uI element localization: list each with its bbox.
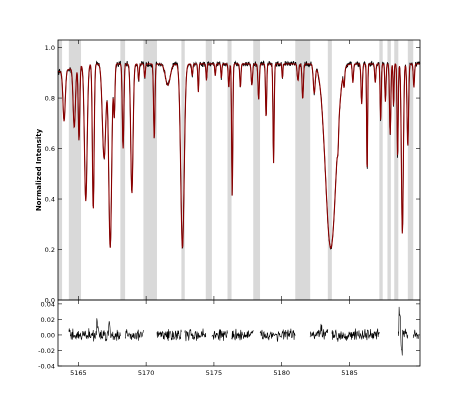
x-tick-label: 5175 xyxy=(206,369,223,377)
y-tick-label: -0.04 xyxy=(38,363,55,371)
residual-line xyxy=(398,306,409,356)
masked-region xyxy=(253,40,261,300)
y-tick-label: 0.2 xyxy=(45,246,55,254)
masked-region xyxy=(68,40,82,300)
y-tick-label: 0.6 xyxy=(45,145,55,153)
residual-panel: -0.04 -0.02 0.00 0.02 0.04 5165 5170 5175 5180 51… xyxy=(38,299,421,377)
masked-region xyxy=(120,40,126,300)
model-spectrum-line xyxy=(57,63,420,249)
y-tick-label: 0.4 xyxy=(45,196,55,204)
x-tick-label: 5185 xyxy=(341,369,358,377)
y-tick-label: 1.0 xyxy=(45,44,55,52)
masked-region xyxy=(327,40,332,300)
masked-region xyxy=(181,40,185,300)
residual-line xyxy=(184,328,207,342)
y-axis-label: Normalized Intensity xyxy=(35,128,43,211)
y-tick-label: 0.00 xyxy=(41,331,55,339)
residual-frame xyxy=(57,299,421,367)
masked-region xyxy=(387,40,391,300)
masked-region xyxy=(58,40,63,300)
masked-region xyxy=(205,40,212,300)
x-tick-label: 5180 xyxy=(273,369,290,377)
masked-region xyxy=(227,40,232,300)
y-tick-label: -0.02 xyxy=(38,347,55,355)
y-tick-label: 0.02 xyxy=(41,316,55,324)
residual-line xyxy=(124,329,144,341)
residual-line xyxy=(156,329,182,341)
residual-line xyxy=(68,318,121,342)
residual-line xyxy=(309,323,329,340)
masked-region xyxy=(143,40,157,300)
y-tick-label: 0.8 xyxy=(45,95,55,103)
masked-region xyxy=(379,40,383,300)
masked-region xyxy=(394,40,399,300)
residual-line xyxy=(259,328,296,342)
spectrum-panel: 0.0 0.2 0.4 0.6 0.8 1.0 xyxy=(45,39,421,305)
residual-line xyxy=(211,329,228,341)
residual-line xyxy=(331,328,380,342)
residual-line xyxy=(231,328,254,341)
x-tick-label: 5165 xyxy=(70,369,87,377)
masked-region xyxy=(407,40,414,300)
residual-line xyxy=(412,329,419,339)
x-tick-label: 5170 xyxy=(138,369,155,377)
y-tick-label: 0.0 xyxy=(45,297,55,305)
y-tick-label: 0.04 xyxy=(41,300,55,308)
masked-region xyxy=(295,40,311,300)
